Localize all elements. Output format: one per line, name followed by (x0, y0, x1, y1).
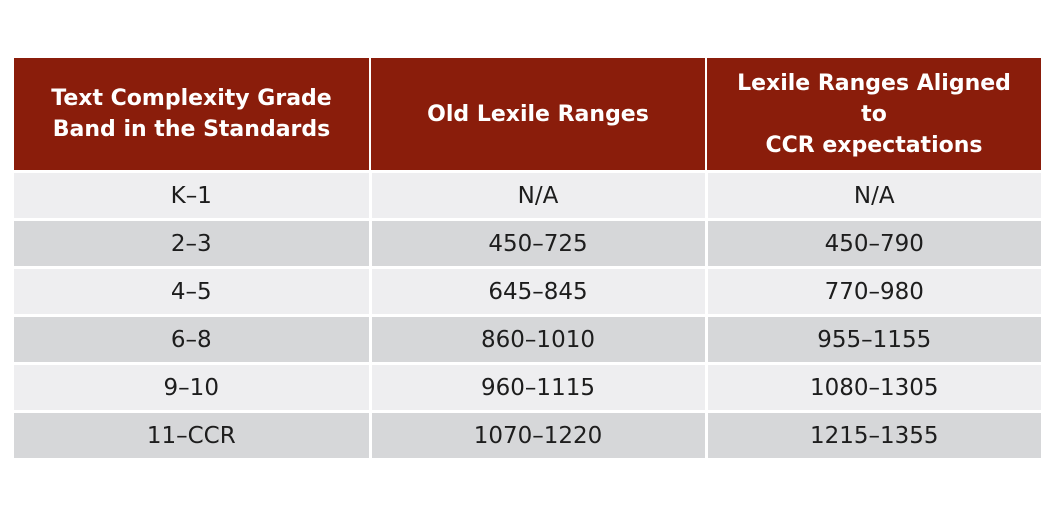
header-cell: Lexile Ranges Aligned to CCR expectations (705, 58, 1041, 172)
table-row: 11–CCR 1070–1220 1215–1355 (14, 410, 1041, 461)
table-cell: 2–3 (14, 218, 372, 269)
table-body: K–1 N/A N/A 2–3 450–725 450–790 4–5 645–845 770–… (14, 170, 1041, 461)
table-cell: 11–CCR (14, 410, 372, 461)
table-cell: 1070–1220 (368, 410, 708, 461)
header-text: Text Complexity Grade (51, 86, 332, 111)
table-cell: 860–1010 (368, 314, 708, 365)
table-row: K–1 N/A N/A (14, 170, 1041, 221)
header-text: Lexile Ranges Aligned (737, 70, 1011, 96)
lexile-table: Text Complexity Grade Band in the Standar… (14, 58, 1041, 461)
table-cell: 960–1115 (368, 362, 708, 413)
table-cell: 450–790 (704, 218, 1041, 269)
table-cell: 955–1155 (704, 314, 1041, 365)
header-text: Band in the Standards (52, 117, 331, 142)
table-row: 4–5 645–845 770–980 (14, 266, 1041, 317)
header-cell: Old Lexile Ranges (369, 58, 707, 172)
table-cell: 1080–1305 (704, 362, 1041, 413)
table-cell: N/A (368, 170, 708, 221)
header-text: to (861, 101, 887, 127)
table-cell: 770–980 (704, 266, 1041, 317)
header-cell: Text Complexity Grade Band in the Standar… (14, 58, 371, 172)
table-cell: 645–845 (368, 266, 708, 317)
table-cell: 4–5 (14, 266, 372, 317)
table-cell: N/A (704, 170, 1041, 221)
table-row: 2–3 450–725 450–790 (14, 218, 1041, 269)
table-cell: 9–10 (14, 362, 372, 413)
table-row: 9–10 960–1115 1080–1305 (14, 362, 1041, 413)
table-cell: 6–8 (14, 314, 372, 365)
header-text: CCR expectations (765, 132, 983, 158)
table-cell: 1215–1355 (704, 410, 1041, 461)
table-cell: 450–725 (368, 218, 708, 269)
table-row: 6–8 860–1010 955–1155 (14, 314, 1041, 365)
table-cell: K–1 (14, 170, 372, 221)
header-text: Old Lexile Ranges (427, 101, 649, 127)
header-row: Text Complexity Grade Band in the Standar… (14, 58, 1041, 172)
